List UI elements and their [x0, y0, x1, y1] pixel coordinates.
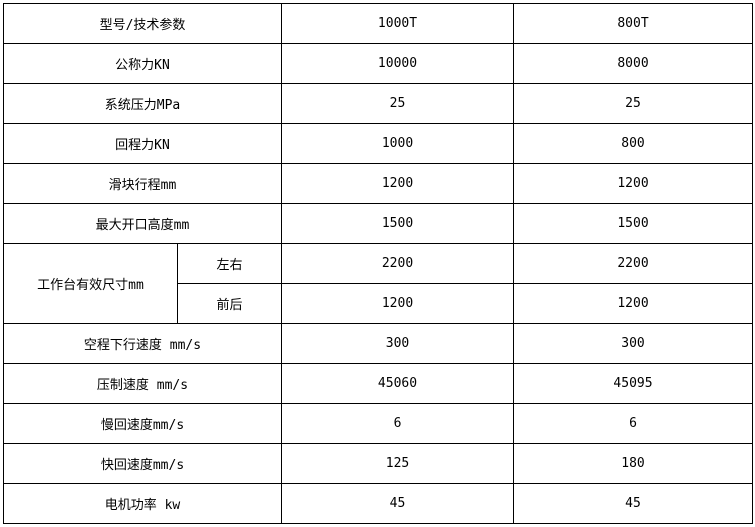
table-row: 公称力KN 10000 8000 [3, 43, 753, 84]
row-label: 电机功率 kw [3, 483, 282, 524]
value-800t: 800 [513, 123, 753, 164]
row-label: 慢回速度mm/s [3, 403, 282, 444]
value-1000t: 2200 [281, 243, 514, 284]
row-label: 公称力KN [3, 43, 282, 84]
value-800t: 25 [513, 83, 753, 124]
value-800t: 2200 [513, 243, 753, 284]
value-1000t: 6 [281, 403, 514, 444]
value-1000t: 125 [281, 443, 514, 484]
table-row: 慢回速度mm/s 6 6 [3, 403, 753, 444]
table-row: 空程下行速度 mm/s 300 300 [3, 323, 753, 364]
table-row: 快回速度mm/s 125 180 [3, 443, 753, 484]
table-row: 系统压力MPa 25 25 [3, 83, 753, 124]
value-800t: 8000 [513, 43, 753, 84]
table-row: 前后 1200 1200 [4, 283, 753, 324]
table-row: 电机功率 kw 45 45 [3, 483, 753, 524]
table-row: 压制速度 mm/s 45060 45095 [3, 363, 753, 404]
value-1000t: 10000 [281, 43, 514, 84]
spec-table: 型号/技术参数 1000T 800T 公称力KN 10000 8000 系统压力MPa 25 2… [3, 3, 753, 524]
row-label: 快回速度mm/s [3, 443, 282, 484]
value-800t: 45 [513, 483, 753, 524]
table-row: 型号/技术参数 1000T 800T [3, 3, 753, 44]
value-1000t: 25 [281, 83, 514, 124]
table-row: 滑块行程mm 1200 1200 [3, 163, 753, 204]
row-label: 回程力KN [3, 123, 282, 164]
value-800t: 1500 [513, 203, 753, 244]
value-1000t: 1200 [281, 283, 514, 324]
value-1000t: 1200 [281, 163, 514, 204]
row-label: 工作台有效尺寸mm [3, 243, 178, 324]
value-800t: 180 [513, 443, 753, 484]
row-sublabel: 左右 [177, 243, 282, 284]
value-1000t: 1500 [281, 203, 514, 244]
value-800t: 1200 [513, 283, 753, 324]
table-row: 回程力KN 1000 800 [3, 123, 753, 164]
value-800t: 45095 [513, 363, 753, 404]
value-1000t: 1000 [281, 123, 514, 164]
value-1000t: 45060 [281, 363, 514, 404]
table-row: 最大开口高度mm 1500 1500 [3, 203, 753, 244]
row-sublabel: 前后 [177, 283, 282, 324]
value-800t: 6 [513, 403, 753, 444]
value-1000t: 45 [281, 483, 514, 524]
row-label: 压制速度 mm/s [3, 363, 282, 404]
value-800t: 1200 [513, 163, 753, 204]
value-800t: 300 [513, 323, 753, 364]
row-label: 滑块行程mm [3, 163, 282, 204]
row-label: 空程下行速度 mm/s [3, 323, 282, 364]
row-label: 系统压力MPa [3, 83, 282, 124]
row-label: 型号/技术参数 [3, 3, 282, 44]
table-row: 工作台有效尺寸mm 左右 2200 2200 [3, 243, 753, 324]
value-1000t: 300 [281, 323, 514, 364]
row-label: 最大开口高度mm [3, 203, 282, 244]
value-1000t: 1000T [281, 3, 514, 44]
value-800t: 800T [513, 3, 753, 44]
